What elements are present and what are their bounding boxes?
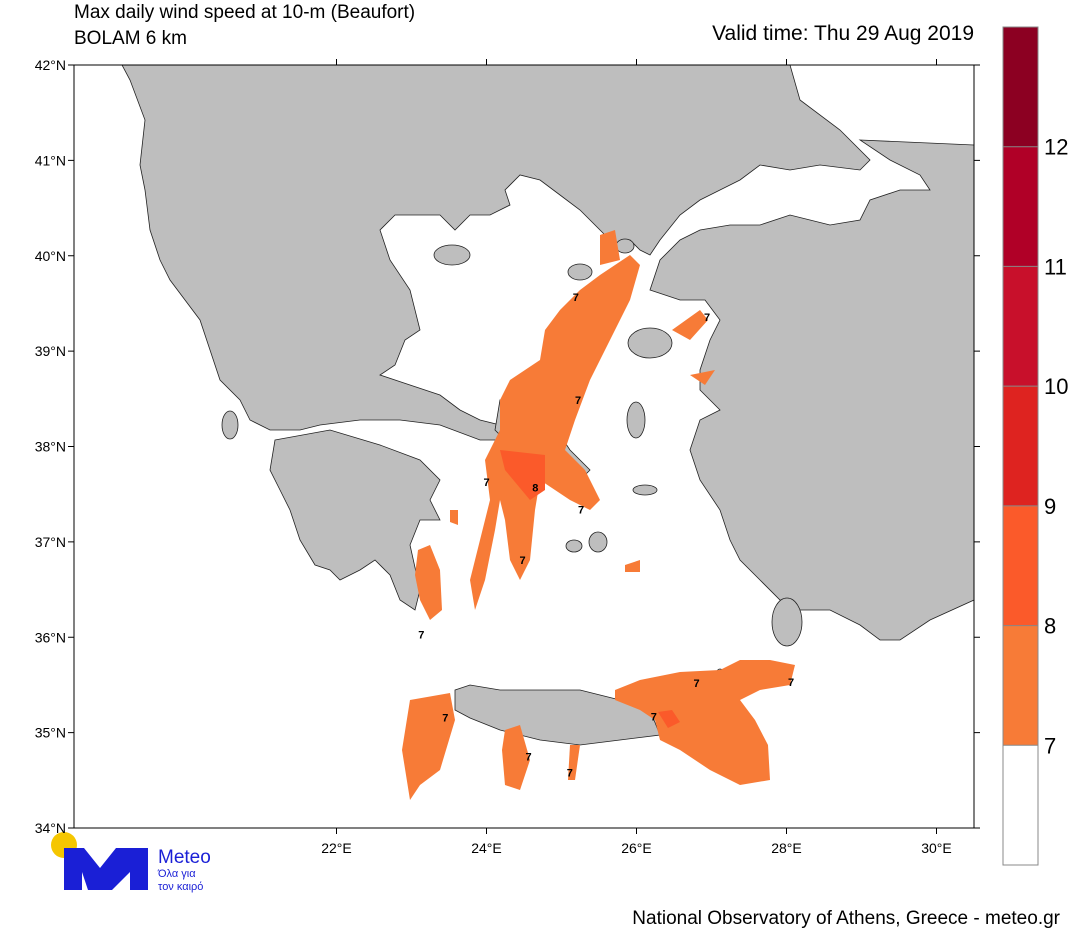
lat-tick-label: 42°N (35, 57, 66, 73)
contour-label: 7 (573, 292, 579, 304)
contour-label: 7 (567, 768, 573, 780)
island (632, 484, 658, 496)
wind-area (615, 660, 795, 785)
lat-tick-label: 39°N (35, 343, 66, 359)
lon-tick-label: 28°E (771, 840, 802, 856)
contour-label: 7 (651, 711, 657, 723)
colorbar-swatch (1003, 146, 1038, 267)
island (221, 410, 239, 440)
island (627, 327, 673, 359)
wind-area (402, 693, 455, 800)
island (565, 539, 583, 553)
lat-tick-label: 41°N (35, 152, 66, 168)
valid-time: Valid time: Thu 29 Aug 2019 (712, 22, 974, 45)
map-area (74, 65, 974, 828)
footer: National Observatory of Athens, Greece -… (632, 908, 1060, 929)
colorbar-frame (1002, 26, 1039, 866)
balkans (121, 65, 871, 441)
colorbar-swatch (1003, 266, 1038, 387)
lon-tick-label: 22°E (321, 840, 352, 856)
contour-label: 7 (442, 712, 448, 724)
wind-area (450, 510, 458, 525)
wind-area (502, 725, 530, 790)
contour-label: 7 (525, 751, 531, 763)
subtitle: BOLAM 6 km (74, 28, 187, 49)
lon-tick-label: 24°E (471, 840, 502, 856)
logo-mark (64, 848, 148, 890)
contour-label: 7 (704, 312, 710, 324)
title: Max daily wind speed at 10-m (Beaufort) (74, 2, 415, 23)
turkey (649, 139, 974, 641)
island (615, 238, 635, 254)
island (771, 597, 803, 647)
colorbar-label: 8 (1044, 614, 1056, 639)
wind-area (625, 560, 640, 572)
wind-area (568, 745, 580, 780)
lat-tick-label: 40°N (35, 248, 66, 264)
lat-tick-label: 37°N (35, 534, 66, 550)
logo: Meteo Όλα για τον καιρό (51, 832, 211, 893)
logo-tagline: τον καιρό (158, 881, 203, 893)
wind-area (658, 710, 680, 728)
lat-tick-label: 34°N (35, 820, 66, 836)
island (588, 531, 608, 553)
contour-label: 7 (575, 395, 581, 407)
wind-field (402, 230, 795, 800)
wind-area (415, 545, 442, 620)
contour-label: 7 (578, 504, 584, 516)
contour-label: 8 (532, 483, 538, 495)
colorbar-swatch (1003, 625, 1038, 746)
peloponnese (269, 429, 441, 611)
island (567, 263, 593, 281)
contour-label: 7 (788, 677, 794, 689)
colorbar-swatch (1003, 386, 1038, 506)
lat-tick-label: 35°N (35, 725, 66, 741)
colorbar-swatch (1003, 745, 1038, 865)
wind-area (470, 255, 640, 610)
colorbar-label: 7 (1044, 733, 1056, 758)
colorbar-swatch (1003, 505, 1038, 626)
colorbar-label: 12 (1044, 135, 1068, 160)
wind-area (500, 450, 545, 500)
colorbar-swatch (1003, 27, 1038, 147)
wind-area (690, 370, 715, 385)
logo-name: Meteo (158, 847, 211, 868)
contour-label: 7 (693, 678, 699, 690)
colorbar-label: 9 (1044, 494, 1056, 519)
lon-tick-label: 26°E (621, 840, 652, 856)
wind-area (672, 310, 708, 340)
contour-label: 7 (483, 477, 489, 489)
island (433, 244, 471, 266)
lon-tick-label: 30°E (921, 840, 952, 856)
logo-tagline: Όλα για (157, 868, 196, 880)
lat-tick-label: 38°N (35, 439, 66, 455)
colorbar-label: 10 (1044, 374, 1068, 399)
contour-label: 7 (519, 555, 525, 567)
wind-area (600, 230, 620, 265)
colorbar-label: 11 (1044, 254, 1067, 279)
lat-tick-label: 36°N (35, 629, 66, 645)
island (626, 401, 646, 439)
contour-label: 7 (418, 629, 424, 641)
